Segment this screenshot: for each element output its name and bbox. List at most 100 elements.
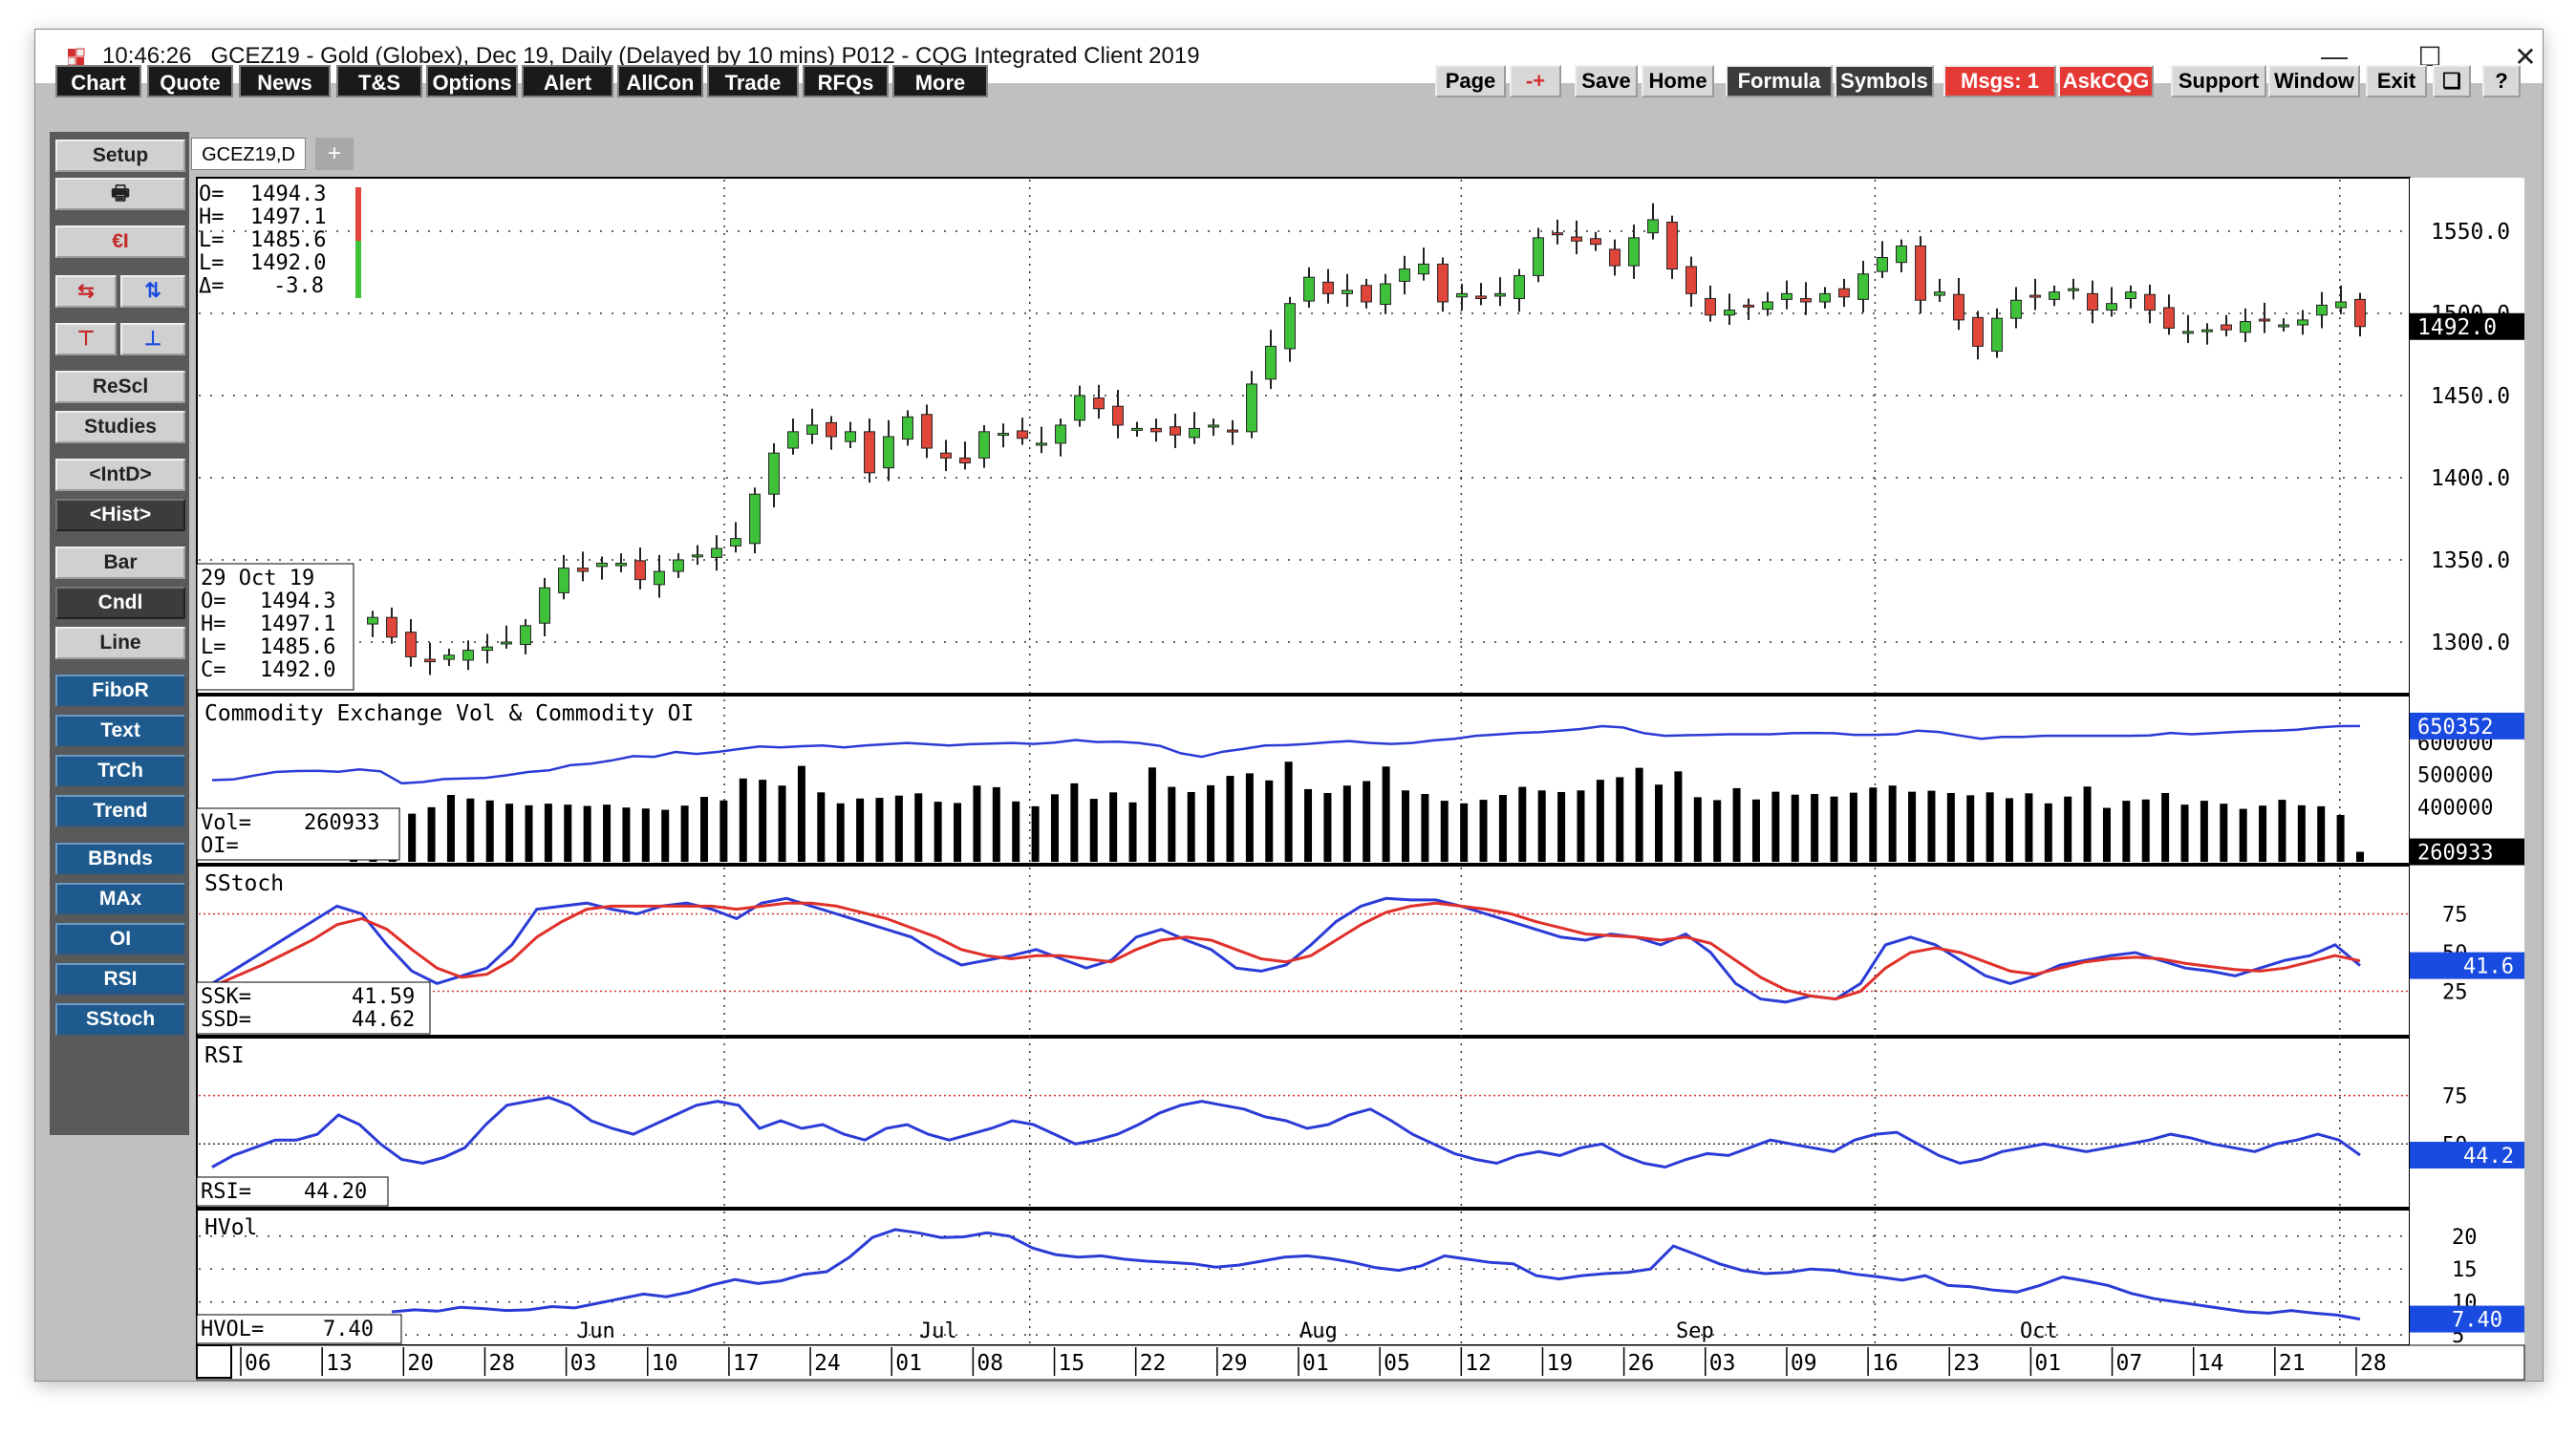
menu-allcon[interactable]: AllCon xyxy=(617,65,703,97)
volume-bar xyxy=(1577,790,1585,862)
home-button[interactable]: Home xyxy=(1642,65,1714,97)
candle-body xyxy=(1666,222,1678,270)
date-label: 01 xyxy=(1302,1351,1329,1376)
window-button[interactable]: Window xyxy=(2268,65,2360,97)
text-button[interactable]: Text xyxy=(55,715,185,747)
print-icon[interactable]: 🖶 xyxy=(55,178,185,210)
candle-body xyxy=(482,646,493,652)
candle-body xyxy=(1991,317,2003,353)
window-title: 10:46:26 GCEZ19 - Gold (Globex), Dec 19,… xyxy=(102,40,1200,73)
moving-average-button[interactable]: MAx xyxy=(55,883,185,915)
candle-body xyxy=(1361,285,1372,303)
bollinger-button[interactable]: BBnds xyxy=(55,843,185,875)
expand-icon[interactable]: ⊥ xyxy=(120,323,185,355)
intraday-button[interactable]: <IntD> xyxy=(55,459,185,491)
volume-bar xyxy=(1869,787,1878,862)
candle-button[interactable]: Cndl xyxy=(55,587,185,619)
volume-bar xyxy=(836,803,845,862)
chart-tab[interactable]: GCEZ19,D xyxy=(191,138,306,170)
svg-text:OI=: OI= xyxy=(201,834,239,858)
candle-body xyxy=(1628,237,1640,267)
menu-options[interactable]: Options xyxy=(426,65,518,97)
menu-quote[interactable]: Quote xyxy=(147,65,233,97)
candle-body xyxy=(558,568,569,593)
sstoch-button[interactable]: SStoch xyxy=(55,1003,185,1036)
symbols-button[interactable]: Symbols xyxy=(1835,65,1934,97)
candle-body xyxy=(1093,397,1105,410)
volume-bar xyxy=(1342,785,1351,862)
candle-body xyxy=(2240,321,2251,333)
volume-bar xyxy=(1635,767,1643,862)
historical-button[interactable]: <Hist> xyxy=(55,499,185,531)
line-button[interactable]: Line xyxy=(55,627,185,659)
studies-button[interactable]: Studies xyxy=(55,411,185,443)
volume-bar xyxy=(564,804,572,862)
close-button[interactable]: ✕ xyxy=(2514,41,2537,72)
formula-button[interactable]: Formula xyxy=(1726,65,1833,97)
arrows-up-icon[interactable]: ⇅ xyxy=(120,275,185,308)
volume-bar xyxy=(408,813,417,862)
volume-bar xyxy=(2064,796,2072,862)
menu-ts[interactable]: T&S xyxy=(336,65,422,97)
candle-body xyxy=(1781,292,1792,300)
save-button[interactable]: Save xyxy=(1575,65,1638,97)
restore-icon[interactable]: ❏ xyxy=(2433,65,2471,97)
add-tab-button[interactable]: + xyxy=(315,138,354,170)
sstoch-label-box xyxy=(2410,952,2524,979)
trend-channel-button[interactable]: TrCh xyxy=(55,755,185,787)
price-axis-ticks: 1550.01500.01450.01400.01350.01300.01492… xyxy=(2410,220,2524,1348)
messages-button[interactable]: Msgs: 1 xyxy=(1943,65,2056,97)
menu-trade[interactable]: Trade xyxy=(707,65,799,97)
hvol-readout: HVOL= 7.40 xyxy=(196,1314,402,1344)
trend-button[interactable]: Trend xyxy=(55,795,185,827)
menu-news[interactable]: News xyxy=(239,65,331,97)
date-label: 01 xyxy=(2034,1351,2061,1376)
date-label: 24 xyxy=(814,1351,841,1376)
candle-body xyxy=(654,570,665,586)
candle-body xyxy=(1685,266,1697,294)
clock-time: 10:46:26 xyxy=(102,43,192,69)
volume-bar xyxy=(2239,808,2247,862)
setup-button[interactable]: Setup xyxy=(55,139,185,172)
candle-body xyxy=(1705,298,1716,316)
rescale-button[interactable]: ReScl xyxy=(55,371,185,403)
menu-chart[interactable]: Chart xyxy=(55,65,141,97)
volume-bar xyxy=(1751,799,1760,862)
cqg-icon[interactable]: €I xyxy=(55,225,185,258)
hvol-panel xyxy=(196,1209,2411,1346)
menu-rfqs[interactable]: RFQs xyxy=(803,65,889,97)
volume-bar xyxy=(1927,790,1936,862)
candle-body xyxy=(2316,304,2328,316)
candle-body xyxy=(405,632,417,657)
open-interest-button[interactable]: OI xyxy=(55,923,185,955)
zoom-button[interactable]: -+ xyxy=(1510,65,1561,97)
candle-body xyxy=(1609,248,1621,267)
bar-button[interactable]: Bar xyxy=(55,547,185,579)
help-icon[interactable]: ? xyxy=(2482,65,2521,97)
page-button[interactable]: Page xyxy=(1435,65,1506,97)
candle-body xyxy=(443,654,455,660)
volume-bar xyxy=(2141,799,2150,862)
candle-body xyxy=(1762,301,1773,311)
fibonacci-button[interactable]: FiboR xyxy=(55,675,185,707)
arrows-left-icon[interactable]: ⇆ xyxy=(55,275,117,308)
price-panel xyxy=(196,177,2411,695)
open-interest-line xyxy=(211,724,2361,785)
menu-more[interactable]: More xyxy=(892,65,988,97)
candle-body xyxy=(940,452,952,459)
rsi-button[interactable]: RSI xyxy=(55,963,185,996)
compress-icon[interactable]: ⊤ xyxy=(55,323,117,355)
volume-bar xyxy=(954,803,962,862)
volume-bar xyxy=(1382,766,1390,862)
volume-bar xyxy=(894,795,903,862)
candle-body xyxy=(1743,304,1754,308)
current-price-box xyxy=(2410,312,2524,340)
rsi-tick-label: 75 xyxy=(2442,1085,2468,1109)
volume-bar xyxy=(1245,773,1254,862)
candle-body xyxy=(1150,427,1162,433)
menu-alert[interactable]: Alert xyxy=(522,65,613,97)
candle-body xyxy=(1590,238,1601,246)
support-button[interactable]: Support xyxy=(2171,65,2266,97)
askcqg-button[interactable]: AskCQG xyxy=(2058,65,2154,97)
exit-button[interactable]: Exit xyxy=(2366,65,2427,97)
